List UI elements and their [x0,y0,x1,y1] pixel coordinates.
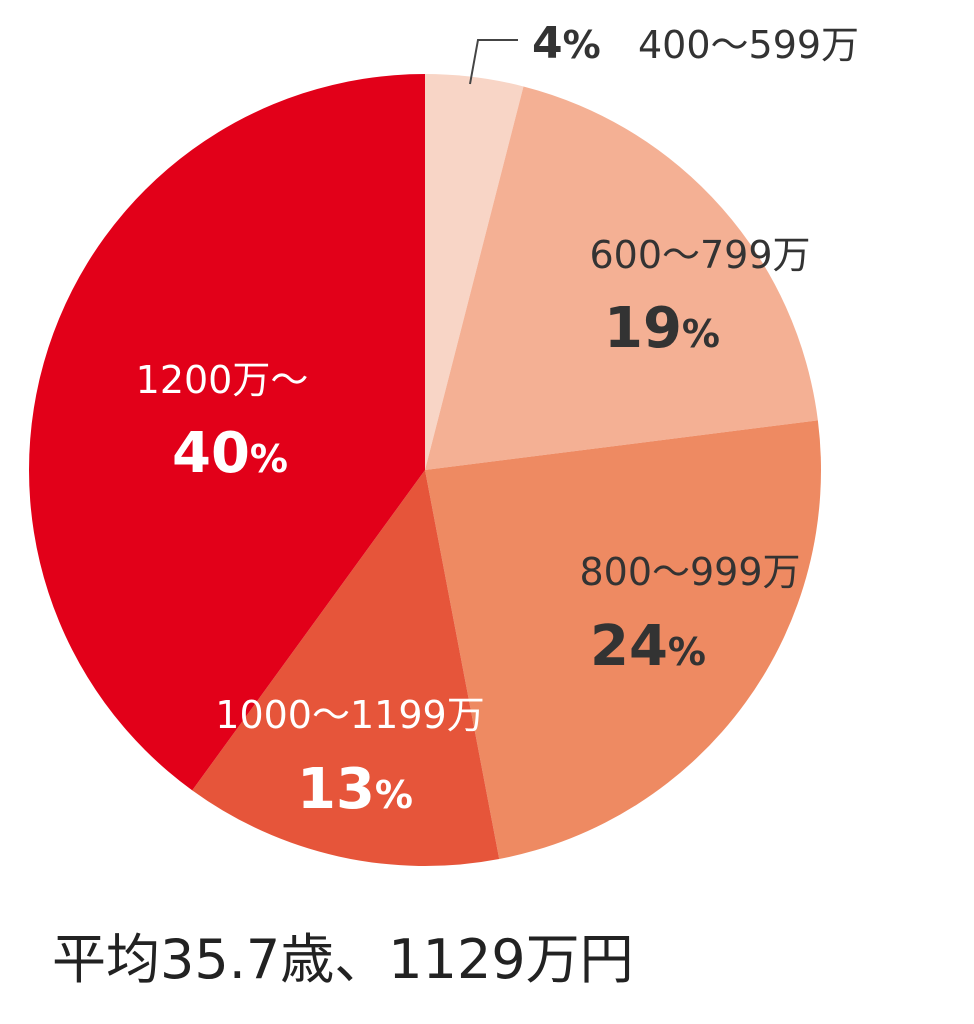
pie-slice-3 [425,420,822,859]
slice-percent-label-4: 13% [297,757,413,822]
slice-percent-label-5: 40% [172,421,288,486]
slice-range-label-5: 1200万〜 [136,358,309,402]
slice-percent-label-1: 4% [532,18,601,69]
slice-range-label-4: 1000〜1199万 [215,693,484,737]
slice-percent-label-3: 24% [590,614,706,679]
pie-slice-4 [192,470,500,867]
average-caption: 平均35.7歳、1129万円 [52,928,634,991]
pie-slice-1 [425,74,524,470]
leader-lines [469,39,518,85]
slice-range-label-2: 600〜799万 [589,233,810,277]
pie-slice-5 [28,74,425,791]
leader-line [469,39,518,85]
pie-slice-2 [425,86,818,470]
slice-range-label-3: 800〜999万 [579,550,800,594]
pie-slices [28,74,822,867]
slice-range-label-1: 400〜599万 [638,23,859,67]
slice-labels: 4% 400〜599万 600〜799万 19% 800〜999万 24% 1000〜119… [136,18,859,822]
slice-percent-label-2: 19% [604,296,720,361]
